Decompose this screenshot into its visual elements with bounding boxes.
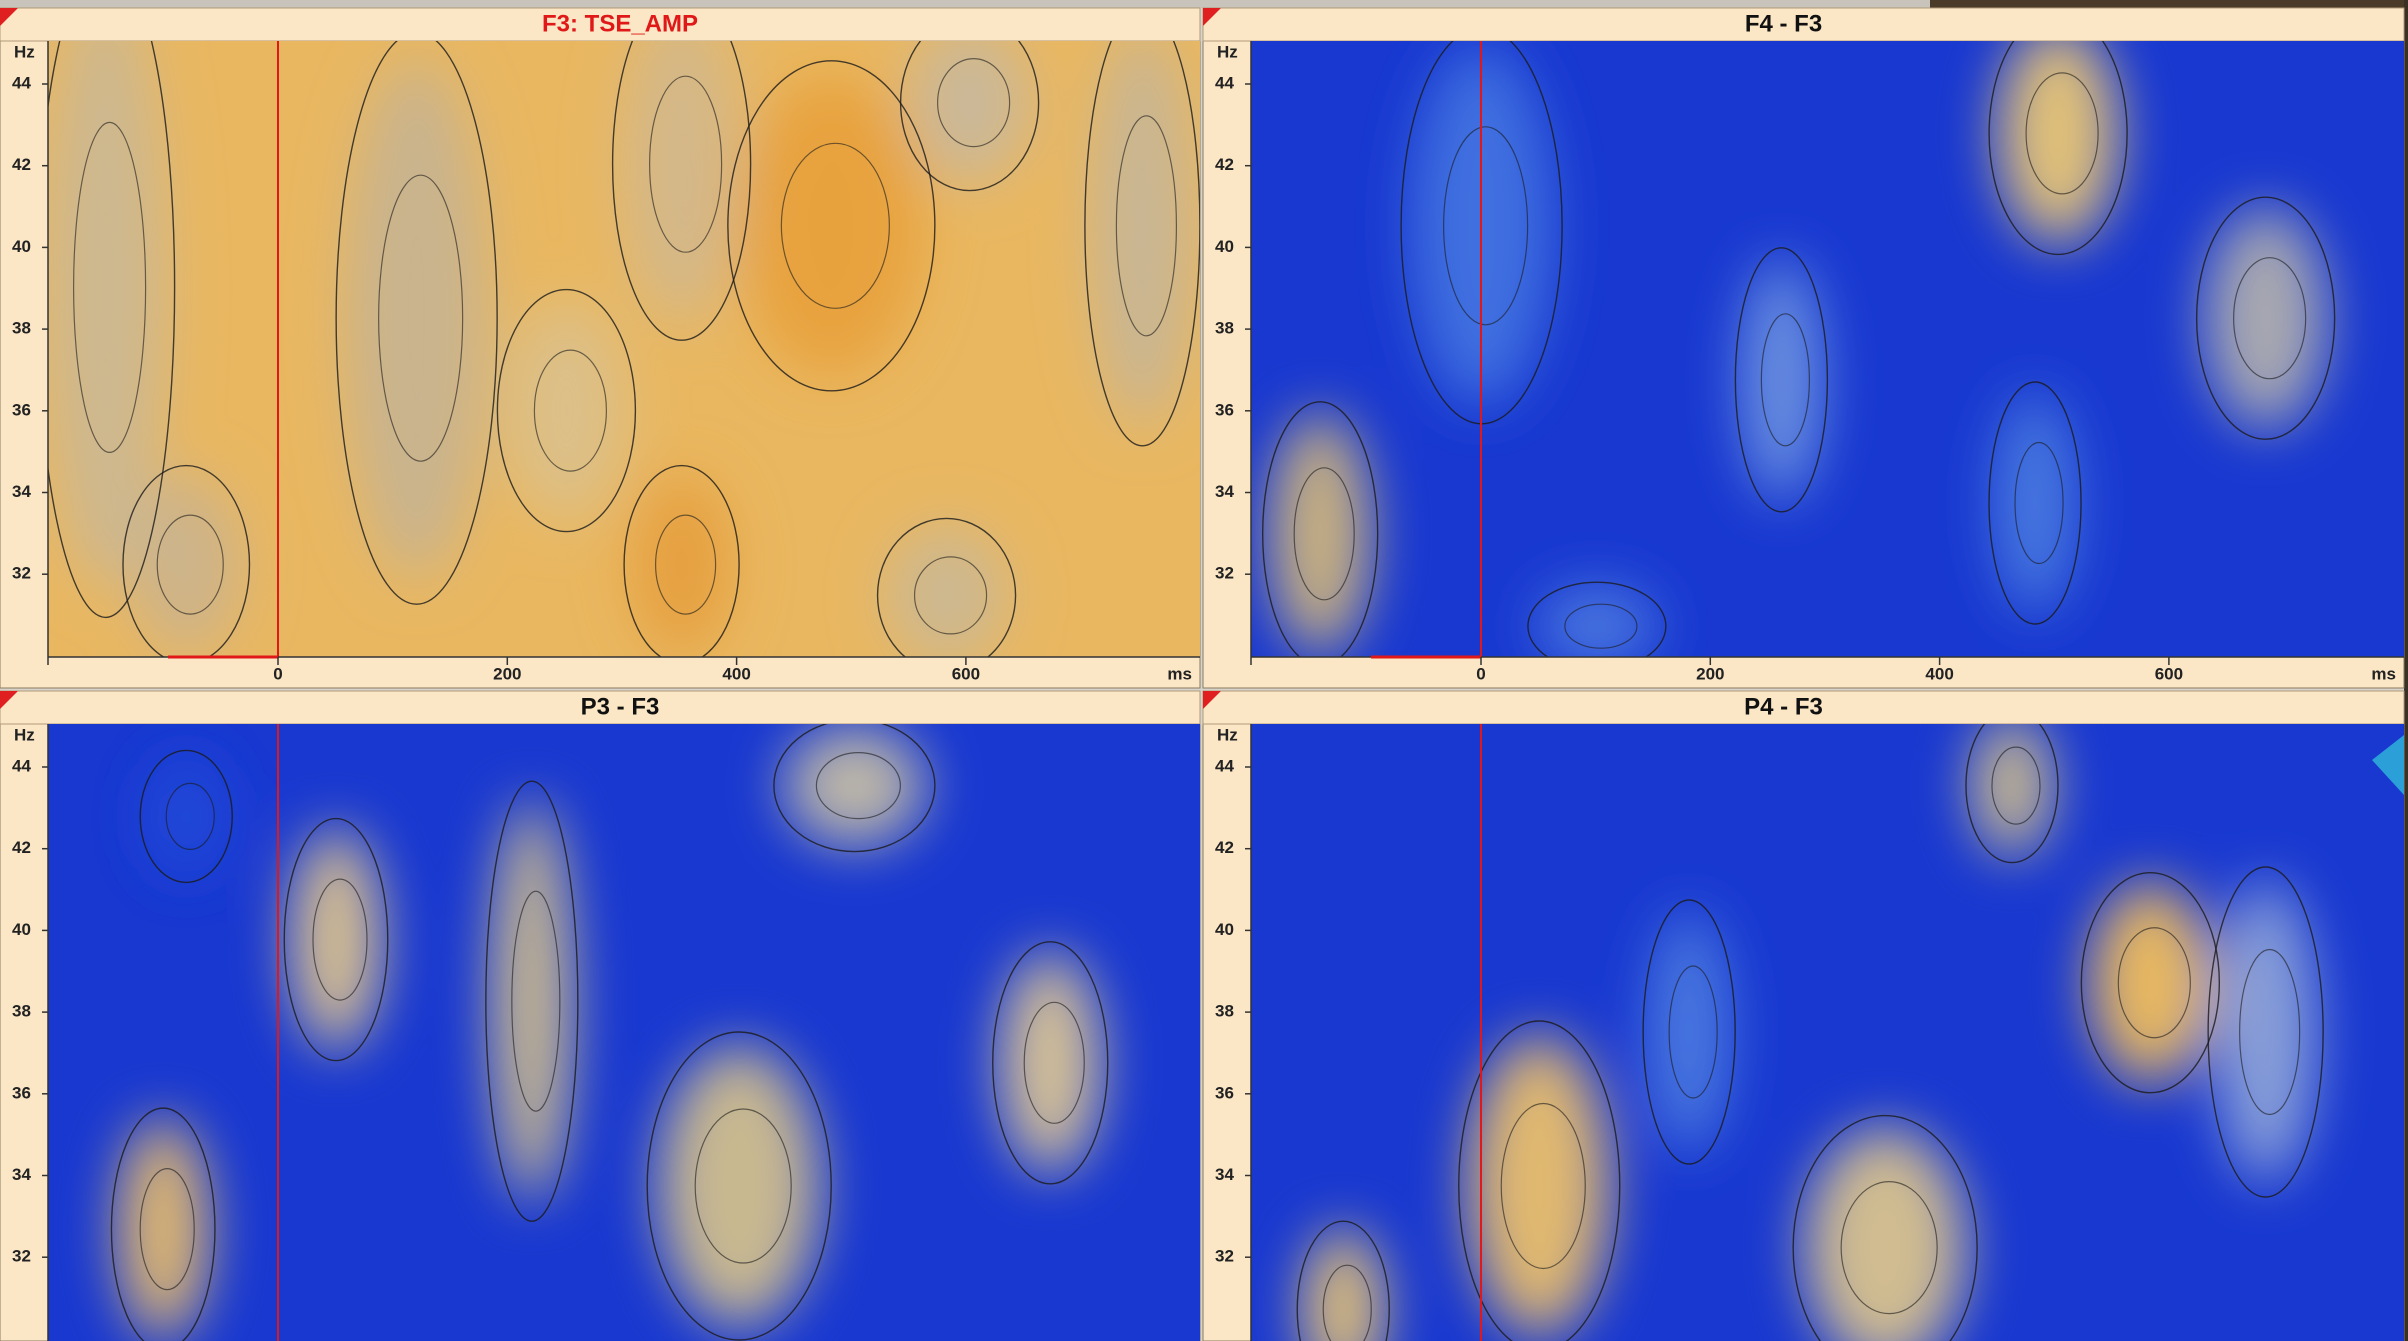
panel-title: F4 - F3 [1745, 10, 1822, 37]
y-tick-label: 36 [1215, 1083, 1234, 1102]
heatmap [1251, 12, 2404, 670]
x-tick-label: 0 [273, 664, 282, 683]
y-tick-label: 38 [12, 1002, 31, 1021]
panel: F4 - F3 Hz 44 42 40 38 36 34 32 0 200 400 600 ms [1203, 8, 2404, 688]
screen: F3: TSE_AMPHz444240383634320200400600msF… [0, 0, 2408, 1341]
heatmap-blob [1092, 26, 1192, 426]
y-tick-label: 44 [1215, 756, 1234, 775]
heatmap-blob [1469, 1036, 1609, 1336]
heatmap [37, 0, 1200, 672]
y-tick-label: 32 [12, 1247, 31, 1266]
y-tick-label: 32 [1215, 1247, 1234, 1266]
panel: P4 - F3 Hz 44 42 40 38 36 34 32 [1203, 691, 2404, 1341]
y-tick-label: 34 [1215, 1165, 1234, 1184]
heatmap-blob [887, 525, 1007, 665]
y-tick-label: 34 [12, 482, 31, 501]
x-tick-label: 200 [493, 664, 521, 683]
heatmap-blob [2090, 883, 2210, 1083]
heatmap-blob [1270, 414, 1370, 654]
heatmap-blob [622, 4, 742, 324]
x-tick-label: 600 [952, 664, 980, 683]
heatmap-blob [1000, 953, 1100, 1173]
y-tick-label: 40 [12, 237, 31, 256]
y-tick-label: 34 [12, 1165, 31, 1184]
x-tick-label: 400 [722, 664, 750, 683]
y-tick-label: 36 [1215, 400, 1234, 419]
background-photo [1930, 0, 2408, 8]
y-tick-label: 44 [1215, 73, 1234, 92]
y-tick-label: 44 [12, 756, 31, 775]
heatmap-blob [131, 475, 241, 655]
y-tick-label: 32 [1215, 564, 1234, 583]
y-tick-label: 34 [1215, 482, 1234, 501]
heatmap-blob [1998, 23, 2118, 243]
panel: F3: TSE_AMP Hz 44 42 40 38 36 34 32 0 200 400 600 ms [0, 0, 1200, 688]
x-tick-label: 0 [1476, 664, 1485, 683]
y-tick-label: 44 [12, 73, 31, 92]
y-unit: Hz [14, 725, 35, 744]
heatmap-blob [632, 475, 732, 655]
heatmap [1251, 709, 2404, 1341]
y-tick-label: 38 [12, 319, 31, 338]
y-tick-label: 40 [1215, 237, 1234, 256]
y-tick-label: 38 [1215, 319, 1234, 338]
y-tick-label: 42 [12, 155, 31, 174]
heatmap-blob [2206, 208, 2326, 428]
heatmap-blob [2216, 882, 2316, 1182]
heatmap-blob [506, 301, 626, 521]
y-tick-label: 40 [12, 920, 31, 939]
heatmap-blob [347, 58, 487, 578]
panel-title: P4 - F3 [1744, 693, 1823, 720]
y-tick-label: 42 [12, 838, 31, 857]
heatmap-blob [910, 23, 1030, 183]
heatmap-blob [46, 0, 166, 587]
x-tick-label: 600 [2155, 664, 2183, 683]
y-unit: Hz [1217, 725, 1238, 744]
y-tick-label: 36 [12, 1083, 31, 1102]
heatmap [48, 720, 1200, 1341]
panel-title: P3 - F3 [581, 693, 660, 720]
heatmap-blob [784, 726, 924, 846]
x-tick-label: 400 [1925, 664, 1953, 683]
x-tick-label: 200 [1696, 664, 1724, 683]
y-tick-label: 36 [12, 400, 31, 419]
panel-title: F3: TSE_AMP [542, 10, 698, 37]
background-photo-edge [2404, 0, 2408, 1341]
heatmap-blob [741, 76, 921, 376]
y-tick-label: 32 [12, 564, 31, 583]
x-unit: ms [2371, 664, 2396, 683]
panel: P3 - F3 Hz 44 42 40 38 36 34 32 [0, 691, 1200, 1341]
y-tick-label: 38 [1215, 1002, 1234, 1021]
y-unit: Hz [14, 42, 35, 61]
x-unit: ms [1167, 664, 1192, 683]
y-tick-label: 42 [1215, 155, 1234, 174]
page: {"panels": [ {"title": "F3: TSE_AMP", "y… [0, 0, 2408, 1341]
y-tick-label: 42 [1215, 838, 1234, 857]
y-tick-label: 40 [1215, 920, 1234, 939]
y-unit: Hz [1217, 42, 1238, 61]
heatmap-blob [1537, 586, 1657, 666]
heatmap-blob [659, 1046, 819, 1326]
